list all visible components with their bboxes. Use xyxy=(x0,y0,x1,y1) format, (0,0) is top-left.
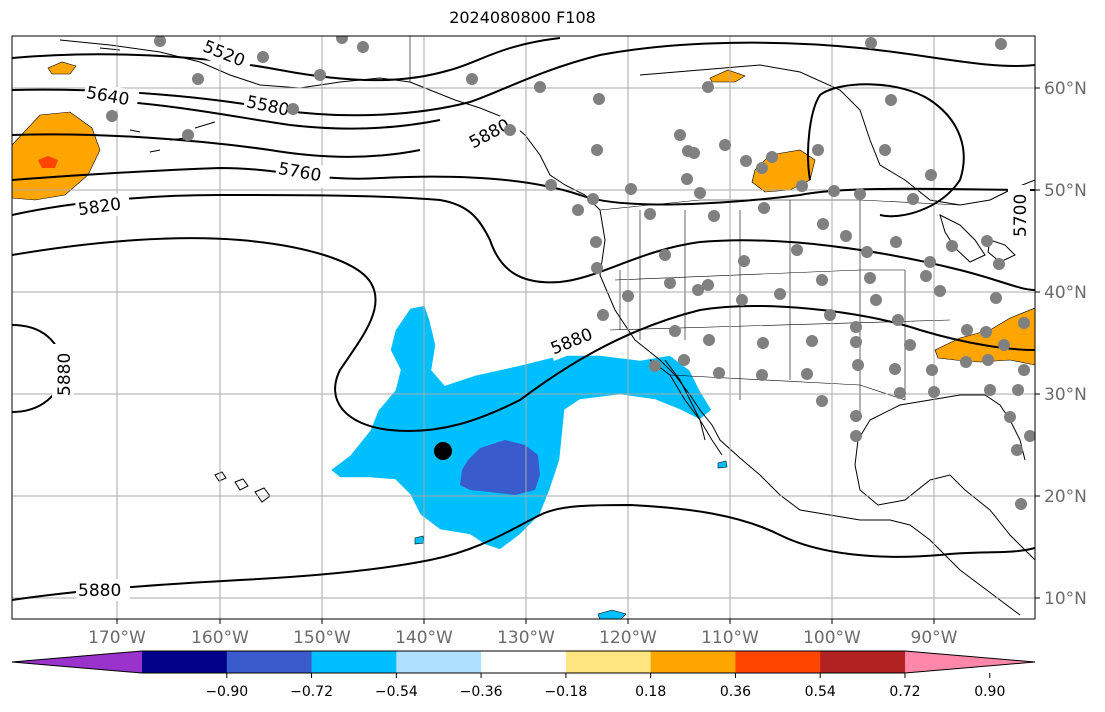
colorbar-segment xyxy=(142,651,228,673)
station-markers xyxy=(106,36,1035,510)
strong-positive-region xyxy=(38,156,58,168)
lon-label: 130°W xyxy=(497,628,555,648)
lat-label: 50°N xyxy=(1044,181,1087,201)
small-negative-patch xyxy=(717,460,728,469)
colorbar-segment xyxy=(311,651,397,673)
lon-label: 90°W xyxy=(911,628,958,648)
map-frame xyxy=(11,35,1036,620)
contour-label: 5880 xyxy=(55,353,75,396)
lat-label: 10°N xyxy=(1044,589,1087,609)
lon-label: 150°W xyxy=(293,628,351,648)
colorbar-segment xyxy=(820,651,906,673)
lat-label: 30°N xyxy=(1044,385,1087,405)
colorbar-tick-label: 0.90 xyxy=(974,684,1005,700)
lon-label: 140°W xyxy=(395,628,453,648)
contour-label: 5880 xyxy=(78,581,121,601)
lon-label: 120°W xyxy=(599,628,657,648)
graticule xyxy=(12,36,1035,619)
colorbar: −0.90 −0.72 −0.54 −0.36 −0.18 0.18 0.36 0.54 0.7… xyxy=(11,650,1036,700)
lon-label: 110°W xyxy=(701,628,759,648)
colorbar-tick-label: −0.90 xyxy=(205,684,248,700)
negative-anomaly-region xyxy=(328,304,713,551)
positive-anomaly-region xyxy=(709,69,746,83)
colorbar-tick-label: −0.54 xyxy=(375,684,418,700)
colorbar-segment xyxy=(735,651,821,673)
colorbar-segment xyxy=(481,651,567,673)
map-title: 2024080800 F108 xyxy=(449,8,596,27)
colorbar-extend-max xyxy=(905,651,1035,673)
positive-anomaly-region xyxy=(47,61,77,75)
colorbar-tick-label: −0.18 xyxy=(544,684,587,700)
colorbar-segment xyxy=(650,651,736,673)
colorbar-tick-label: 0.36 xyxy=(720,684,751,700)
lon-label: 170°W xyxy=(88,628,146,648)
colorbar-extend-min xyxy=(12,651,142,673)
colorbar-tick-label: 0.54 xyxy=(805,684,836,700)
lat-label: 40°N xyxy=(1044,283,1087,303)
colorbar-tick-label: −0.72 xyxy=(290,684,333,700)
point-marker xyxy=(434,442,452,460)
lat-label: 20°N xyxy=(1044,487,1087,507)
colorbar-tick-label: 0.18 xyxy=(635,684,666,700)
colorbar-segment xyxy=(396,651,482,673)
colorbar-segment xyxy=(226,651,313,673)
longitude-labels: 170°W 160°W 150°W 140°W 130°W 120°W 110°… xyxy=(88,628,958,648)
colorbar-tick-label: 0.72 xyxy=(889,684,920,700)
lat-label: 60°N xyxy=(1044,79,1087,99)
latitude-labels: 60°N 50°N 40°N 30°N 20°N 10°N xyxy=(1044,79,1087,609)
axis-ticks xyxy=(116,87,1040,624)
lon-label: 160°W xyxy=(191,628,249,648)
contour-label: 5700 xyxy=(1011,194,1031,237)
colorbar-segment xyxy=(565,651,652,673)
strong-negative-region xyxy=(460,440,540,495)
colorbar-tick-label: −0.36 xyxy=(460,684,503,700)
lon-label: 100°W xyxy=(803,628,861,648)
small-negative-patch xyxy=(597,609,627,619)
